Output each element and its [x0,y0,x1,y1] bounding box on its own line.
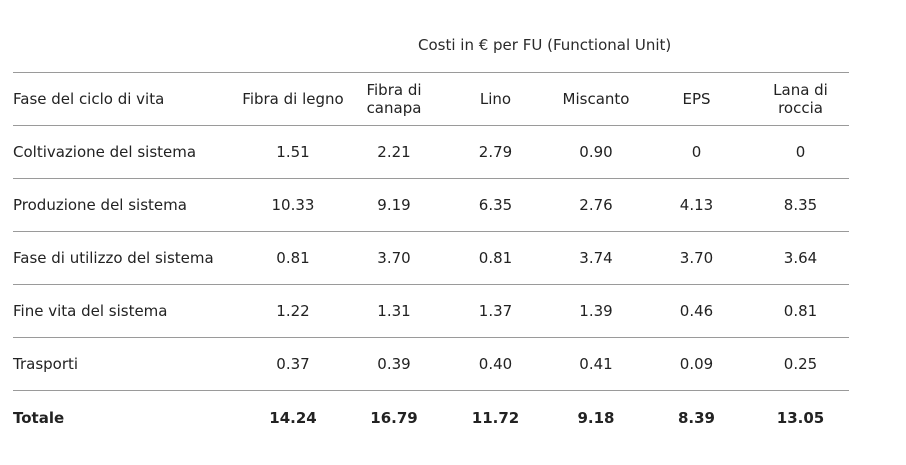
total-cell: 16.79 [370,408,418,427]
row-label: Produzione del sistema [13,178,238,232]
cost-table: Fase del ciclo di vita Fibra di legno Fi… [13,72,849,445]
table-cell: 0.40 [440,337,551,391]
header-lana-di-roccia: Lana di roccia [752,72,849,126]
header-fibra-di-legno: Fibra di legno [238,72,348,126]
table-cell: 8.35 [752,178,849,232]
header-fibra-di-canapa: Fibra di canapa [348,72,440,126]
table-cell: 0.25 [752,337,849,391]
table-row: Fase di utilizzo del sistema 0.81 3.70 0… [13,231,849,285]
total-cell: 13.05 [776,408,825,427]
total-cell: 11.72 [471,408,520,427]
table-cell: 4.13 [641,178,752,232]
table-cell: 0 [641,125,752,179]
table-cell: 6.35 [440,178,551,232]
table-cell: 1.51 [238,125,348,179]
total-row: Totale 14.24 16.79 11.72 9.18 8.39 13.05 [13,391,849,445]
table-row: Fine vita del sistema 1.22 1.31 1.37 1.3… [13,284,849,338]
header-eps: EPS [641,72,752,126]
row-label: Fase di utilizzo del sistema [13,231,238,285]
table-row: Trasporti 0.37 0.39 0.40 0.41 0.09 0.25 [13,337,849,391]
table-cell: 0.90 [551,125,641,179]
header-miscanto: Miscanto [551,72,641,126]
table-cell: 0.41 [551,337,641,391]
table-cell: 1.37 [440,284,551,338]
table-cell: 3.70 [348,231,440,285]
table-cell: 1.22 [238,284,348,338]
table-cell: 3.64 [752,231,849,285]
table-cell: 0.81 [440,231,551,285]
table-header-row: Fase del ciclo di vita Fibra di legno Fi… [13,72,849,126]
row-label: Coltivazione del sistema [13,125,238,179]
row-label: Fine vita del sistema [13,284,238,338]
table-cell: 0.09 [641,337,752,391]
table-cell: 9.19 [348,178,440,232]
table-caption: Costi in € per FU (Functional Unit) [418,36,672,54]
table-cell: 1.39 [551,284,641,338]
total-cell: 8.39 [677,408,715,427]
row-label: Trasporti [13,337,238,391]
table-cell: 0 [752,125,849,179]
table-row: Produzione del sistema 10.33 9.19 6.35 2… [13,178,849,232]
table-cell: 2.79 [440,125,551,179]
total-cell: 9.18 [577,408,615,427]
table-cell: 3.74 [551,231,641,285]
table-cell: 0.81 [752,284,849,338]
header-lifecycle-phase: Fase del ciclo di vita [13,72,238,126]
table-row: Coltivazione del sistema 1.51 2.21 2.79 … [13,125,849,179]
table-cell: 0.39 [348,337,440,391]
header-lino: Lino [440,72,551,126]
total-cell: 14.24 [269,408,317,427]
table-cell: 0.37 [238,337,348,391]
table-cell: 0.81 [238,231,348,285]
table-cell: 2.21 [348,125,440,179]
total-label: Totale [13,408,65,427]
table-cell: 10.33 [238,178,348,232]
table-cell: 2.76 [551,178,641,232]
table-cell: 1.31 [348,284,440,338]
table-cell: 0.46 [641,284,752,338]
table-cell: 3.70 [641,231,752,285]
